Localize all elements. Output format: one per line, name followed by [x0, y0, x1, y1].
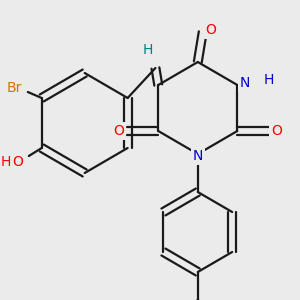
Text: O: O — [272, 124, 283, 138]
Text: H: H — [264, 73, 274, 87]
Text: H: H — [1, 155, 11, 169]
Text: N: N — [240, 76, 250, 90]
Text: O: O — [13, 155, 23, 169]
Text: Br: Br — [6, 81, 22, 95]
Text: H: H — [142, 43, 153, 57]
Text: O: O — [205, 23, 216, 37]
Text: O: O — [113, 124, 124, 138]
Text: N: N — [193, 149, 203, 163]
